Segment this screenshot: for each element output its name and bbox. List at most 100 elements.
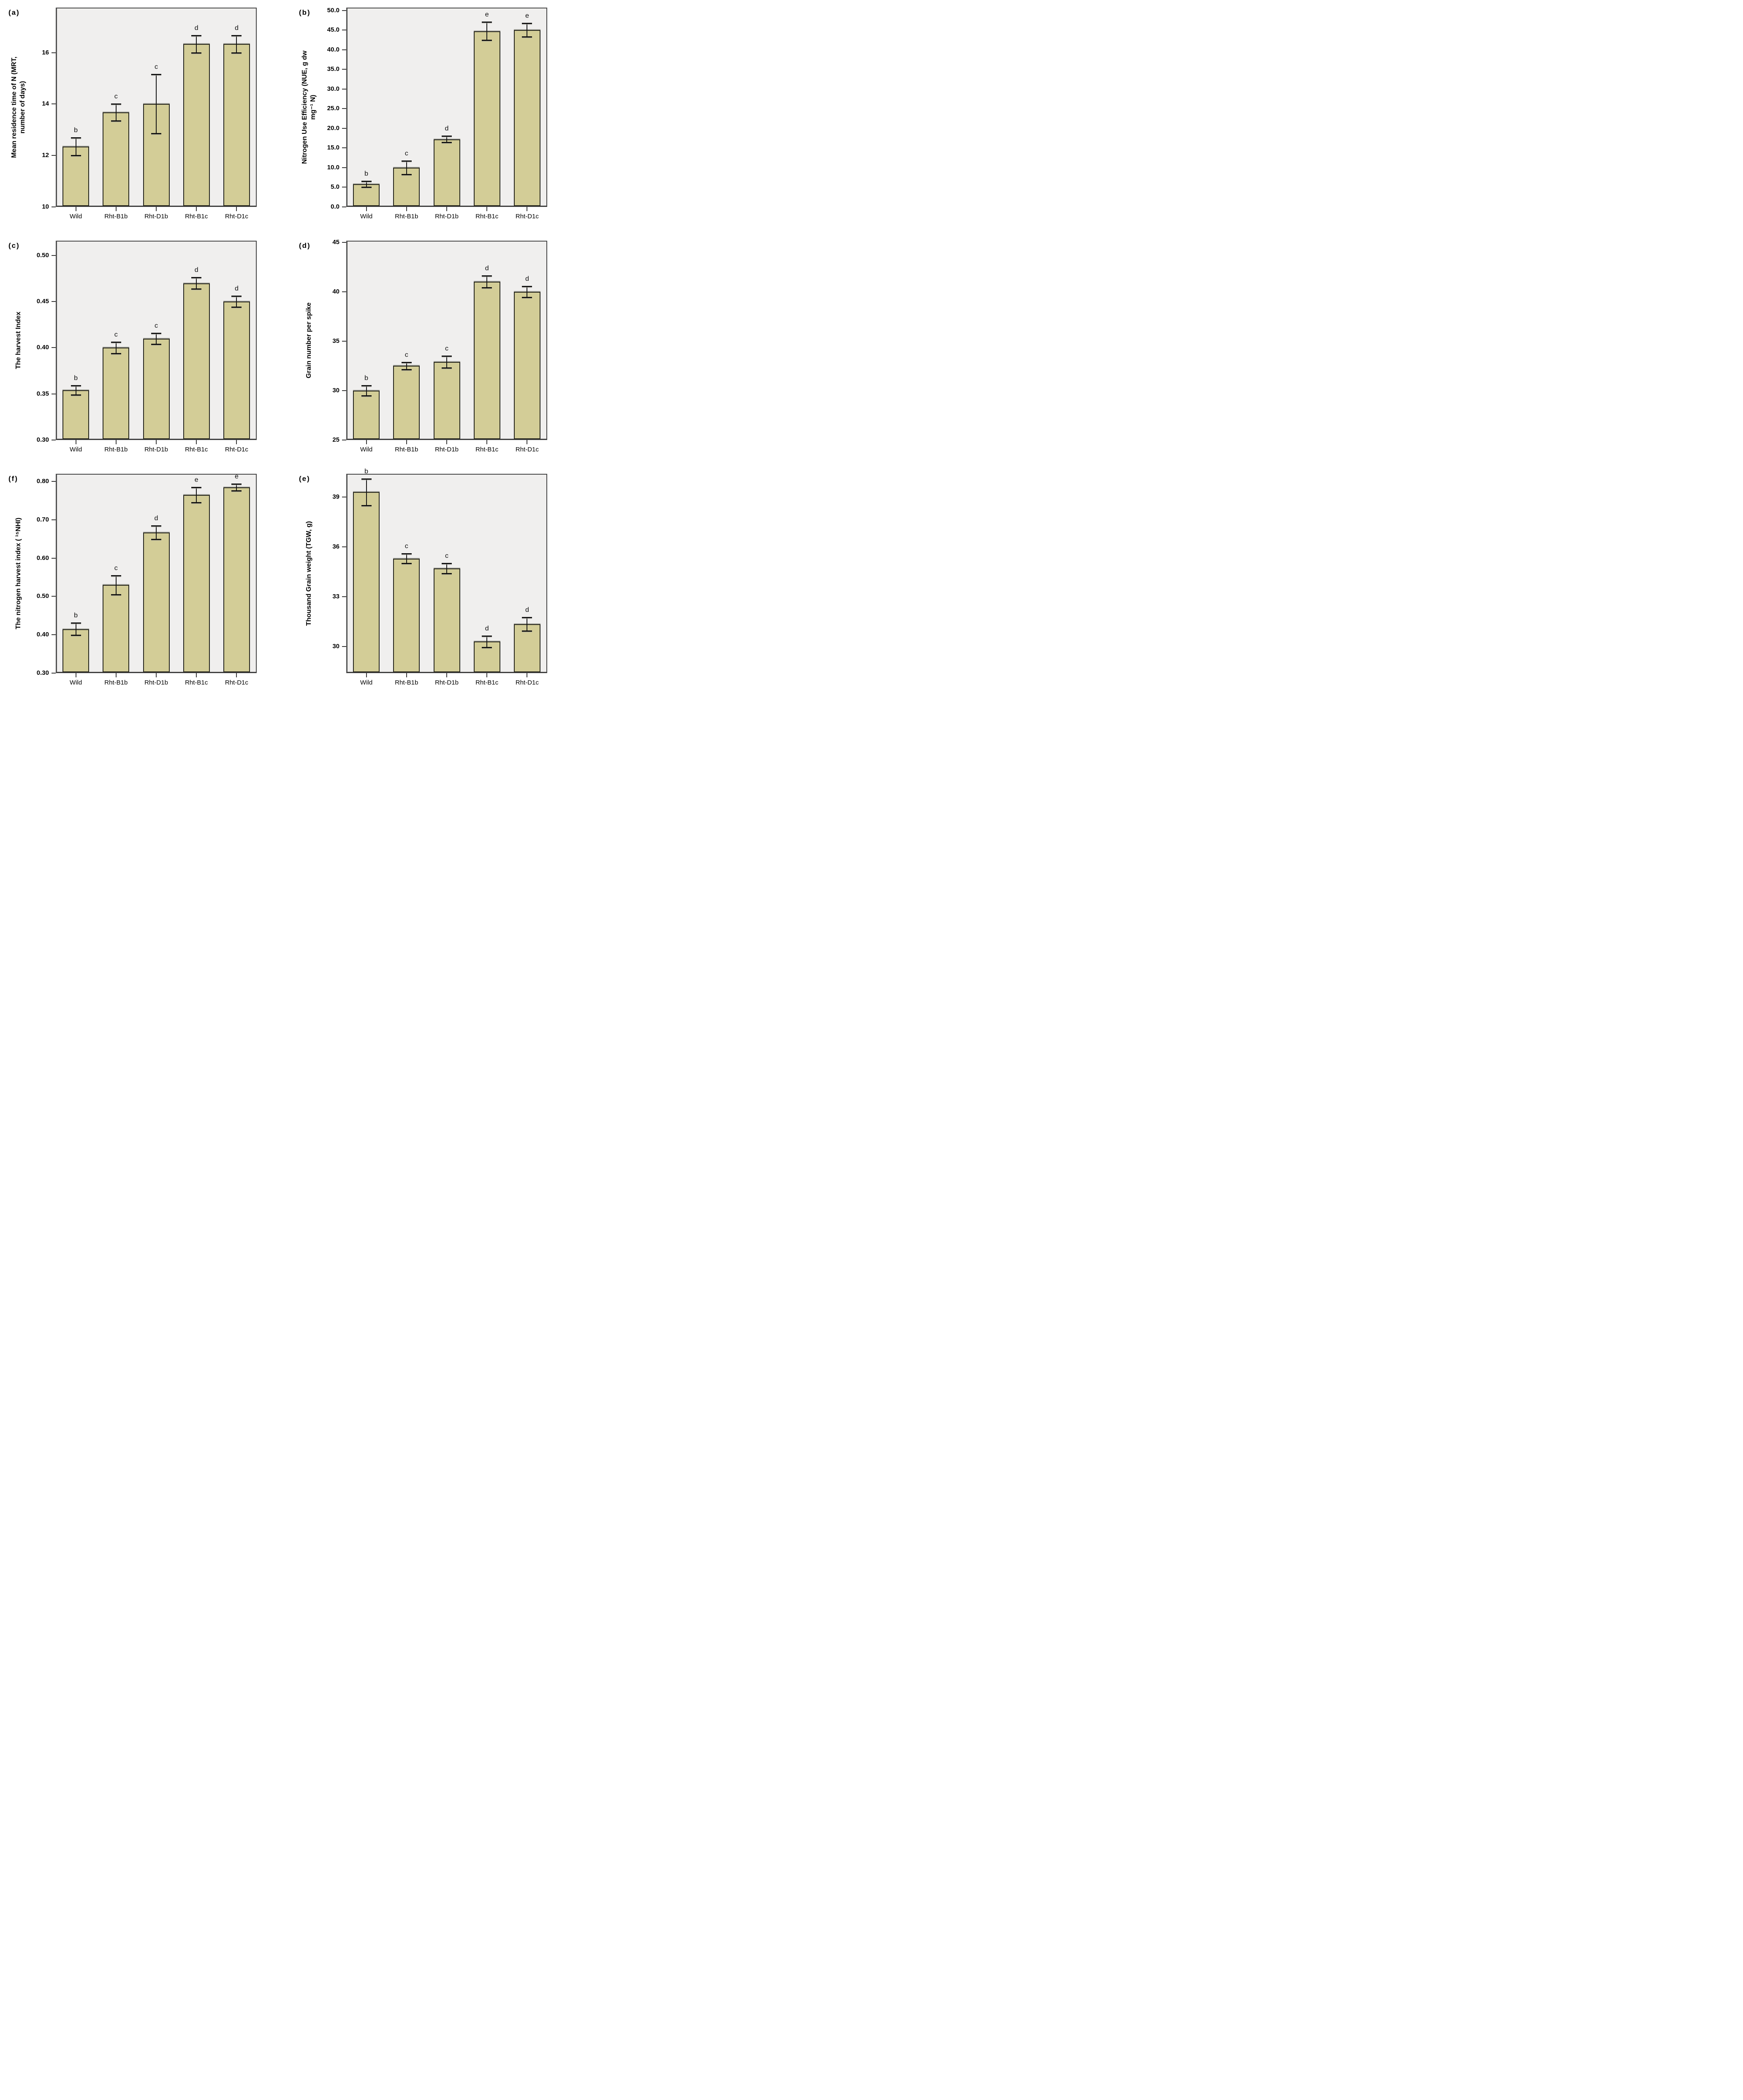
error-bar-cap [151,133,161,135]
error-bar [446,136,447,143]
error-bar-cap [71,137,81,139]
x-tick-label-Rht-B1b: Rht-B1b [395,679,418,686]
bar-Rht-D1c [223,302,250,439]
y-tick-label: 20.0 [327,124,339,132]
error-bar-cap [361,187,372,188]
bar-Rht-B1c [183,494,210,672]
error-bar [366,386,367,396]
error-bar-cap [442,355,452,357]
error-bar-cap [151,343,161,345]
bar-Rht-D1c [223,44,250,206]
error-bar-cap [111,103,121,105]
x-tick [115,207,117,211]
x-tick-label-Wild: Wild [70,213,82,220]
y-tick [342,128,346,129]
panel-label-c: (c) [8,242,20,250]
significance-letter: e [234,473,239,480]
error-bar-cap [522,617,532,619]
x-tick [196,440,197,444]
y-tick [52,155,56,156]
x-tick-label-Rht-B1b: Rht-B1b [104,213,128,220]
x-tick-label-Rht-B1c: Rht-B1c [475,446,499,453]
significance-letter: e [194,476,198,484]
error-bar-cap [191,486,202,488]
x-tick [406,440,407,444]
error-bar-cap [442,573,452,574]
y-tick-label: 14 [42,100,49,108]
significance-letter: d [485,265,489,272]
error-bar-cap [111,575,121,576]
bar-Rht-D1b [143,338,170,439]
x-tick-label-Wild: Wild [360,446,373,453]
significance-letter: d [525,275,529,283]
y-tick-label: 0.40 [36,344,49,351]
error-bar-cap [442,563,452,565]
error-bar-cap [191,35,202,36]
error-bar [486,22,488,41]
significance-letter: b [364,170,369,177]
x-tick [406,673,407,677]
panel-b: (b) Nitrogen Use Efficiency (NUE, g dw mg… [290,0,581,233]
y-tick-label: 0.50 [36,251,49,259]
error-bar-cap [231,52,242,54]
x-tick-label-Rht-D1c: Rht-D1c [515,213,539,220]
y-tick-label: 45 [332,238,339,246]
x-tick [486,673,488,677]
x-tick-label-Rht-D1b: Rht-D1b [144,213,168,220]
y-tick [342,242,346,243]
y-tick-label: 0.50 [36,592,49,600]
y-tick [52,52,56,53]
y-tick [342,49,346,50]
y-tick-label: 10.0 [327,163,339,171]
x-tick-label-Wild: Wild [70,679,82,686]
bar-Rht-D1c [223,487,250,672]
y-tick-label: 36 [332,543,339,551]
y-tick-label: 0.70 [36,516,49,523]
bar-Rht-D1b [434,361,460,439]
error-bar-cap [361,478,372,480]
error-bar [236,296,237,307]
bar-Rht-B1b [103,112,129,206]
y-tick [52,634,56,636]
bar-Wild [353,390,380,439]
x-tick-label-Rht-D1c: Rht-D1c [225,446,248,453]
x-tick [446,207,447,211]
y-tick [342,546,346,548]
error-bar-cap [111,594,121,595]
error-bar-cap [71,394,81,396]
error-bar [236,484,237,491]
y-tick [342,88,346,90]
x-tick-label-Wild: Wild [360,679,373,686]
error-bar-cap [151,525,161,527]
y-tick [52,347,56,348]
significance-letter: b [74,375,78,382]
y-tick [52,519,56,520]
y-tick [342,291,346,292]
error-bar-cap [482,287,492,289]
error-bar-cap [442,136,452,137]
bar-Wild [62,390,89,439]
y-tick-label: 30 [332,386,339,394]
x-tick [196,207,197,211]
significance-letter: c [445,552,448,560]
panel-label-b: (b) [299,8,311,16]
panel-c: (c) The harvest Index 0.30 0.35 0.40 0.45 0.50… [0,233,290,466]
x-tick-label-Rht-B1c: Rht-B1c [185,679,208,686]
x-tick-label-Rht-B1b: Rht-B1b [395,446,418,453]
y-tick-label: 12 [42,152,49,159]
y-tick-label: 30 [332,643,339,650]
x-tick [236,440,237,444]
error-bar-cap [191,52,202,54]
error-bar-cap [151,332,161,334]
error-bar-cap [442,367,452,369]
x-tick [156,207,157,211]
x-tick-label-Wild: Wild [360,213,373,220]
error-bar-cap [111,342,121,343]
y-tick [52,481,56,482]
panel-e: (e) Thousand Grain weight (TGW, g) 30 33 36 3… [290,466,581,699]
error-bar-cap [522,285,532,287]
panel-label-e: (e) [299,475,310,483]
error-bar-cap [442,142,452,144]
error-bar [366,181,367,187]
y-tick-label: 5.0 [331,183,339,191]
